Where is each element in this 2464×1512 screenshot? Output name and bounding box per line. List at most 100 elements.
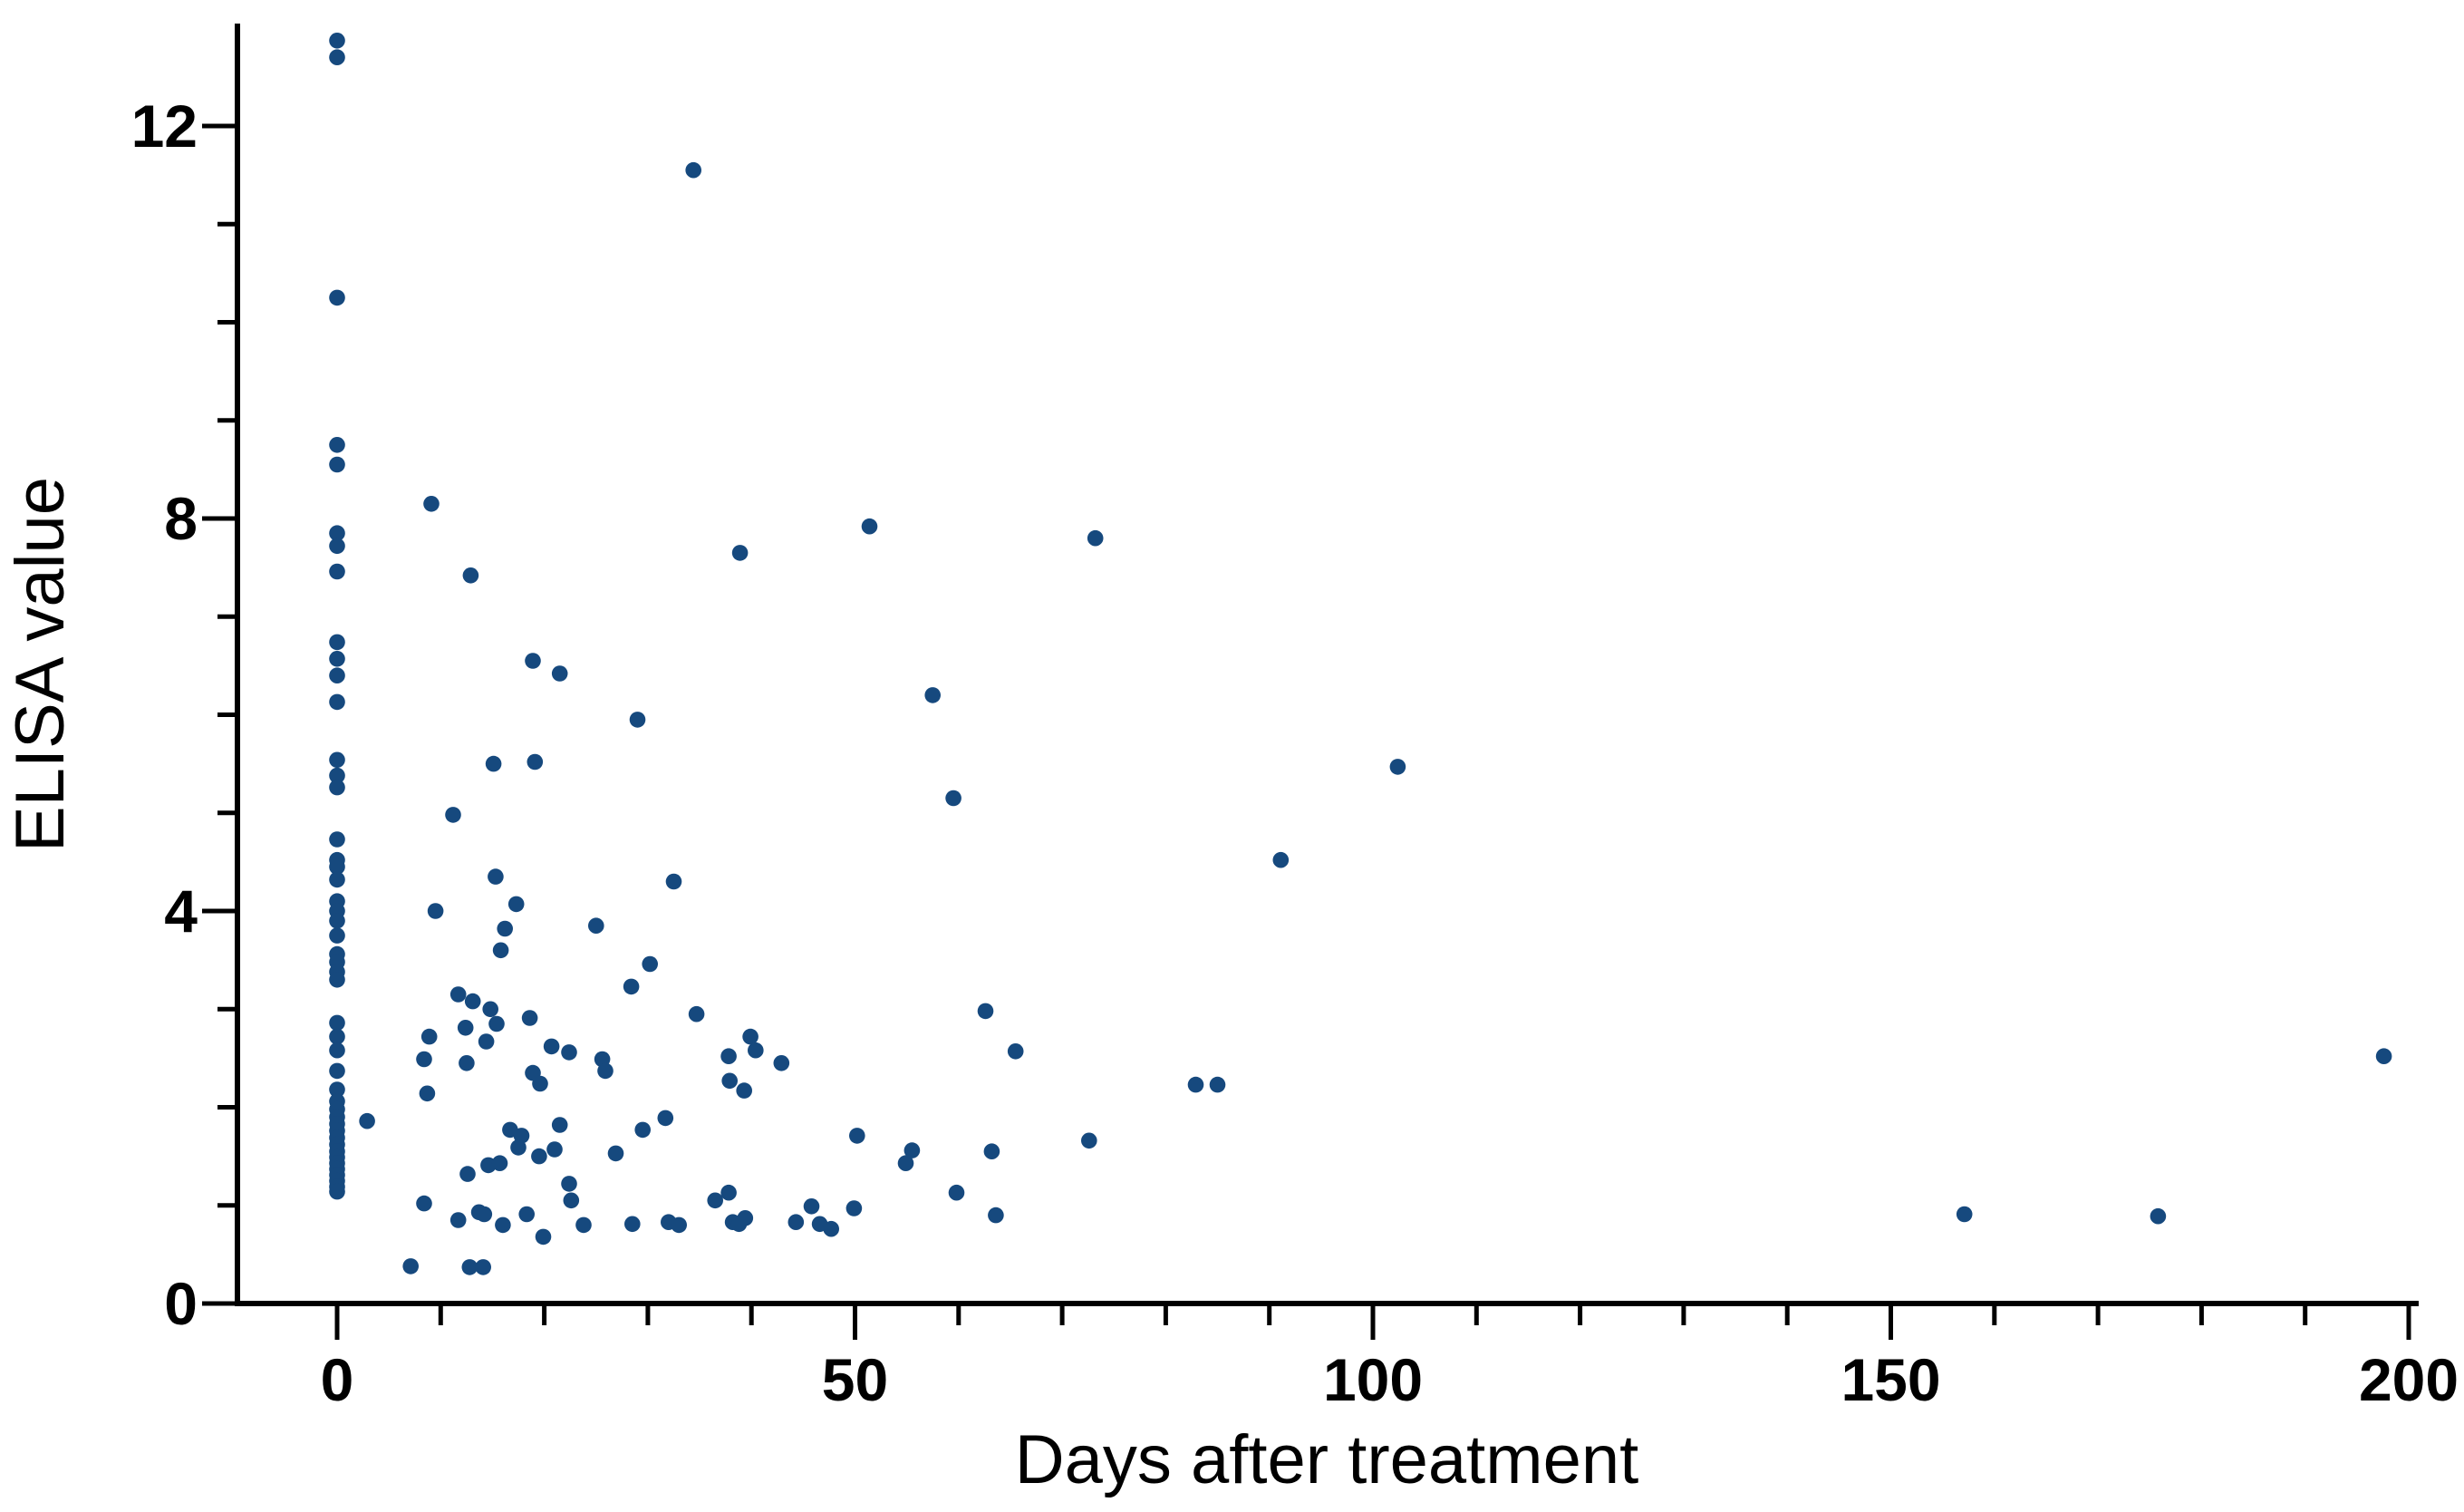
axis-lines [235,24,2419,1306]
data-point [329,972,345,988]
data-point [420,1028,438,1045]
data-point [449,986,467,1003]
data-point [897,1155,914,1171]
data-point [642,955,658,973]
data-point [329,1183,345,1200]
data-point [507,896,525,913]
data-point [624,1216,641,1233]
data-point [803,1198,820,1215]
data-point [849,1128,865,1144]
data-point [685,161,701,179]
data-point [449,1212,467,1228]
data-point [861,518,878,535]
data-point [525,653,541,669]
data-point [329,871,345,888]
data-point [543,1038,560,1055]
data-point [329,751,345,769]
data-point [462,567,479,584]
x-axis-ticks [334,1304,2411,1340]
data-point [983,1143,1000,1159]
data-point [720,1048,737,1064]
data-point [1007,1043,1024,1060]
data-point [478,1033,495,1050]
data-point [329,913,345,929]
data-point [634,1121,651,1139]
data-point [459,1166,476,1182]
data-point [561,1176,577,1192]
data-point [464,993,481,1010]
data-point [427,903,444,919]
data-point [329,1081,345,1098]
data-point [329,693,345,711]
data-point [665,873,682,890]
data-point [720,1184,737,1201]
data-point [329,456,345,473]
data-point [988,1207,1004,1224]
y-axis-tick-labels: 0 4 8 12 [131,92,198,1337]
data-point [329,927,345,944]
y-tick-label: 0 [164,1270,198,1337]
data-point [329,1042,345,1059]
data-point [623,978,640,995]
data-point [329,538,345,555]
data-point [657,1110,674,1127]
data-point [518,1206,535,1223]
data-point [948,1184,965,1201]
data-point [329,49,345,65]
y-tick-label: 8 [164,485,198,552]
data-point [329,289,345,306]
data-point [551,1117,568,1133]
data-point [497,920,513,937]
data-point [521,1010,538,1026]
data-point [1081,1132,1097,1149]
data-point [845,1200,863,1216]
x-tick-label: 150 [1841,1346,1940,1413]
data-point [788,1214,805,1230]
data-point [721,1072,738,1090]
data-point [2150,1207,2167,1225]
data-point [329,563,345,580]
data-point [329,1028,345,1045]
data-point [492,942,509,959]
data-point [510,1139,527,1156]
x-tick-label: 200 [2359,1346,2459,1413]
data-point [551,665,568,682]
data-point [748,1042,764,1059]
data-point [491,1155,508,1171]
data-point [597,1062,614,1080]
data-point [2375,1048,2392,1064]
data-point [329,33,345,49]
data-point [485,755,502,772]
data-point [575,1216,592,1234]
data-point [488,1015,505,1032]
data-point [977,1003,994,1020]
data-point [737,1210,754,1226]
data-point [588,917,604,934]
data-point [671,1216,687,1234]
data-point [736,1082,752,1099]
data-point [488,868,504,885]
x-tick-label: 50 [822,1346,888,1413]
x-axis-tick-labels: 0 50 100 150 200 [321,1346,2459,1413]
data-point [461,1259,478,1275]
data-point [546,1141,563,1158]
data-point [329,858,345,876]
data-point [773,1055,790,1071]
data-point [329,651,345,667]
data-point [416,1195,432,1212]
data-point [1389,759,1406,775]
data-point [1087,529,1104,547]
data-point [731,545,749,561]
data-point [329,437,345,453]
data-point [1187,1076,1204,1093]
data-point [329,831,345,848]
data-point [563,1192,580,1209]
data-point [445,807,461,823]
data-point [482,1001,498,1018]
data-point [924,687,941,703]
data-point [459,1055,475,1071]
data-point [359,1112,375,1129]
data-point [707,1192,723,1209]
data-point [329,525,345,541]
